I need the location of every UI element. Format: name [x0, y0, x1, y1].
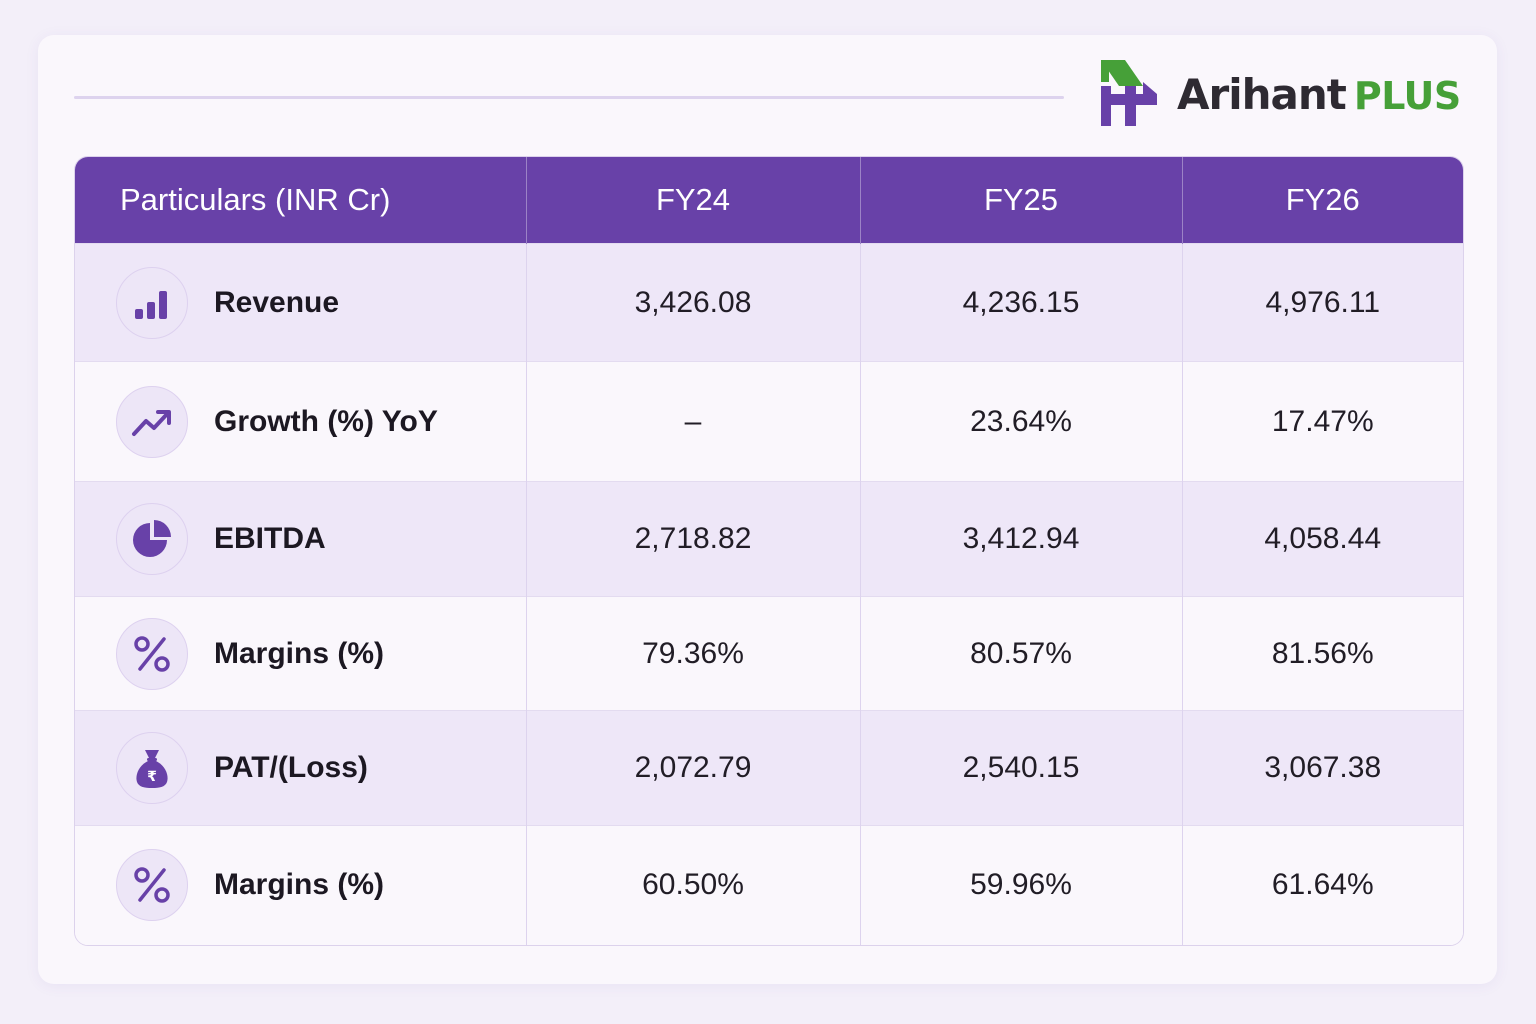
cell-fy25: 59.96% — [859, 825, 1182, 945]
column-header-fy26: FY26 — [1181, 157, 1463, 244]
row-label-cell: ₹ PAT/(Loss) — [75, 710, 526, 826]
pie-chart-icon — [116, 503, 188, 575]
table-row-pat-margin: Margins (%) 60.50% 59.96% 61.64% — [75, 825, 1463, 945]
cell-fy26: 61.64% — [1181, 825, 1463, 945]
money-bag-icon: ₹ — [116, 732, 188, 804]
cell-fy25: 2,540.15 — [859, 710, 1182, 826]
cell-fy26: 17.47% — [1181, 361, 1463, 482]
cell-fy24: – — [525, 361, 860, 482]
row-label-cell: Margins (%) — [75, 596, 526, 711]
table-row-growth: Growth (%) YoY – 23.64% 17.47% — [75, 361, 1463, 482]
cell-fy24: 2,718.82 — [525, 481, 860, 597]
row-label: PAT/(Loss) — [214, 751, 368, 784]
table-row-pat: ₹ PAT/(Loss) 2,072.79 2,540.15 3,067.38 — [75, 710, 1463, 826]
financial-summary-card: Arihant PLUS Particulars (INR Cr) FY24 F… — [38, 35, 1497, 984]
arihant-logo-mark-icon — [1101, 60, 1157, 126]
row-label: Margins (%) — [214, 636, 385, 670]
row-label: Margins (%) — [214, 868, 385, 902]
row-label-cell: EBITDA — [75, 481, 526, 597]
cell-fy26: 4,058.44 — [1181, 481, 1463, 597]
cell-fy25: 4,236.15 — [859, 243, 1182, 362]
brand-logo: Arihant PLUS — [1099, 60, 1461, 128]
row-label-cell: Margins (%) — [75, 825, 526, 945]
trend-up-icon — [116, 385, 188, 458]
cell-fy24: 79.36% — [525, 596, 860, 711]
cell-fy25: 23.64% — [859, 361, 1182, 482]
header-divider — [74, 96, 1064, 99]
row-label: Growth (%) YoY — [214, 404, 438, 438]
svg-text:₹: ₹ — [147, 769, 157, 785]
cell-fy25: 80.57% — [859, 596, 1182, 711]
row-label-cell: Growth (%) YoY — [75, 361, 526, 482]
table-header-row: Particulars (INR Cr) FY24 FY25 FY26 — [75, 157, 1463, 244]
cell-fy26: 81.56% — [1181, 596, 1463, 711]
brand-suffix: PLUS — [1353, 73, 1461, 118]
cell-fy26: 3,067.38 — [1181, 710, 1463, 826]
bar-chart-icon — [116, 266, 188, 339]
financials-table: Particulars (INR Cr) FY24 FY25 FY26 — [74, 156, 1464, 946]
cell-fy24: 2,072.79 — [525, 710, 860, 826]
table-row-revenue: Revenue 3,426.08 4,236.15 4,976.11 — [75, 243, 1463, 362]
row-label-cell: Revenue — [75, 243, 526, 362]
table-row-ebitda-margin: Margins (%) 79.36% 80.57% 81.56% — [75, 596, 1463, 711]
row-label: Revenue — [214, 285, 340, 319]
cell-fy24: 3,426.08 — [525, 243, 860, 362]
row-label: EBITDA — [214, 522, 326, 555]
cell-fy24: 60.50% — [525, 825, 860, 945]
column-header-fy24: FY24 — [525, 157, 860, 244]
percent-icon — [116, 617, 188, 690]
column-header-fy25: FY25 — [859, 157, 1182, 244]
cell-fy26: 4,976.11 — [1181, 243, 1463, 362]
column-header-particulars: Particulars (INR Cr) — [75, 157, 526, 244]
table-row-ebitda: EBITDA 2,718.82 3,412.94 4,058.44 — [75, 481, 1463, 597]
percent-icon — [116, 849, 188, 922]
cell-fy25: 3,412.94 — [859, 481, 1182, 597]
brand-name: Arihant — [1177, 69, 1347, 119]
